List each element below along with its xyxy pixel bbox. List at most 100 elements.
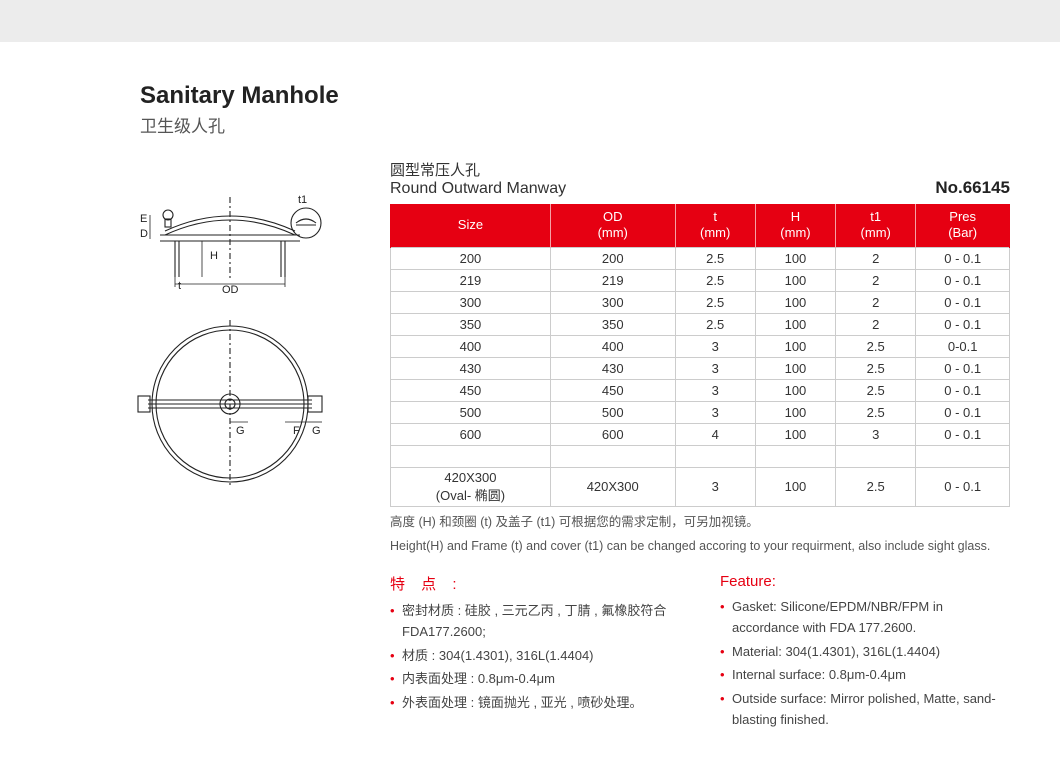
dim-D: D: [140, 228, 148, 240]
part-number: No.66145: [935, 178, 1010, 198]
table-cell: 400: [550, 335, 675, 357]
table-cell: 3: [675, 335, 755, 357]
table-row: [391, 445, 1010, 467]
table-cell: 350: [550, 313, 675, 335]
table-cell: 2: [836, 313, 916, 335]
table-header: SizeOD(mm)t(mm)H(mm)t1(mm)Pres(Bar): [391, 204, 1010, 247]
table-cell: 2.5: [675, 291, 755, 313]
table-cell: 200: [391, 247, 551, 269]
table-col-header: Size: [391, 204, 551, 247]
table-cell: 100: [755, 335, 835, 357]
table-row: 420X300(Oval- 椭圆)420X30031002.50 - 0.1: [391, 467, 1010, 506]
table-row: 3003002.510020 - 0.1: [391, 291, 1010, 313]
subtitle-row: 圆型常压人孔 Round Outward Manway No.66145: [390, 159, 1010, 198]
table-row: 45045031002.50 - 0.1: [391, 379, 1010, 401]
table-cell: 0 - 0.1: [916, 269, 1010, 291]
table-cell: 3: [675, 379, 755, 401]
diagram-side-view: E D H t OD t1: [130, 189, 330, 289]
table-cell: [755, 445, 835, 467]
table-cell: 350: [391, 313, 551, 335]
table-cell: 0 - 0.1: [916, 467, 1010, 506]
table-cell: 0 - 0.1: [916, 423, 1010, 445]
table-cell: 2.5: [836, 335, 916, 357]
dim-t: t: [178, 280, 181, 292]
table-cell: 500: [391, 401, 551, 423]
table-col-header: Pres(Bar): [916, 204, 1010, 247]
table-cell: [391, 445, 551, 467]
feature-item: 密封材质 : 硅胶 , 三元乙丙 , 丁腈 , 氟橡胶符合 FDA177.260…: [390, 600, 680, 643]
table-col-header: t(mm): [675, 204, 755, 247]
table-cell: 2: [836, 247, 916, 269]
table-cell: 2.5: [836, 379, 916, 401]
table-row: 50050031002.50 - 0.1: [391, 401, 1010, 423]
features-title-cn: 特 点 :: [390, 573, 680, 594]
table-cell: 200: [550, 247, 675, 269]
table-cell: 3: [836, 423, 916, 445]
table-cell: 450: [391, 379, 551, 401]
table-cell: 3: [675, 467, 755, 506]
dim-H: H: [210, 250, 218, 262]
features-cn: 特 点 : 密封材质 : 硅胶 , 三元乙丙 , 丁腈 , 氟橡胶符合 FDA1…: [390, 573, 680, 733]
feature-item: Gasket: Silicone/EPDM/NBR/FPM in accorda…: [720, 596, 1010, 639]
table-cell: 500: [550, 401, 675, 423]
table-cell: 2.5: [675, 247, 755, 269]
table-row: 43043031002.50 - 0.1: [391, 357, 1010, 379]
table-cell: [675, 445, 755, 467]
table-cell: 2.5: [675, 269, 755, 291]
table-cell: 430: [391, 357, 551, 379]
table-body: 2002002.510020 - 0.12192192.510020 - 0.1…: [391, 247, 1010, 506]
table-cell: 100: [755, 269, 835, 291]
dim-F: F: [293, 425, 300, 437]
spec-column: 圆型常压人孔 Round Outward Manway No.66145 Siz…: [390, 159, 1010, 732]
table-col-header: t1(mm): [836, 204, 916, 247]
table-cell: [836, 445, 916, 467]
table-cell: 219: [391, 269, 551, 291]
dim-E: E: [140, 213, 147, 225]
table-cell: 100: [755, 291, 835, 313]
spec-table: SizeOD(mm)t(mm)H(mm)t1(mm)Pres(Bar) 2002…: [390, 204, 1010, 507]
table-cell: 2: [836, 269, 916, 291]
table-cell: 100: [755, 247, 835, 269]
table-row: 3503502.510020 - 0.1: [391, 313, 1010, 335]
dim-t1: t1: [298, 194, 307, 206]
table-col-header: H(mm): [755, 204, 835, 247]
table-cell: 2.5: [675, 313, 755, 335]
table-cell: 4: [675, 423, 755, 445]
table-cell: 450: [550, 379, 675, 401]
table-cell: 2.5: [836, 401, 916, 423]
table-cell: 0 - 0.1: [916, 291, 1010, 313]
subtitle-cn: 圆型常压人孔: [390, 159, 566, 180]
table-cell: 430: [550, 357, 675, 379]
table-row: 2192192.510020 - 0.1: [391, 269, 1010, 291]
table-note-en: Height(H) and Frame (t) and cover (t1) c…: [390, 537, 1010, 555]
page-title-en: Sanitary Manhole: [140, 82, 1010, 110]
table-cell: 600: [391, 423, 551, 445]
table-cell: 0 - 0.1: [916, 401, 1010, 423]
table-cell: 100: [755, 357, 835, 379]
table-cell: 100: [755, 467, 835, 506]
table-cell: [916, 445, 1010, 467]
table-cell: 100: [755, 313, 835, 335]
table-cell: 400: [391, 335, 551, 357]
table-cell: 219: [550, 269, 675, 291]
table-cell: 300: [550, 291, 675, 313]
table-cell: 300: [391, 291, 551, 313]
table-cell: 0 - 0.1: [916, 313, 1010, 335]
feature-item: Outside surface: Mirror polished, Matte,…: [720, 688, 1010, 731]
page-content: Sanitary Manhole 卫生级人孔: [0, 42, 1060, 752]
dim-OD: OD: [222, 284, 239, 296]
table-cell: [550, 445, 675, 467]
table-cell: 3: [675, 357, 755, 379]
table-cell: 600: [550, 423, 675, 445]
features-row: 特 点 : 密封材质 : 硅胶 , 三元乙丙 , 丁腈 , 氟橡胶符合 FDA1…: [390, 573, 1010, 733]
table-cell: 2.5: [836, 357, 916, 379]
main-row: E D H t OD t1: [140, 159, 1010, 732]
table-col-header: OD(mm): [550, 204, 675, 247]
table-note-cn: 高度 (H) 和颈圈 (t) 及盖子 (t1) 可根据您的需求定制，可另加视镜。: [390, 513, 1010, 531]
table-cell: 0 - 0.1: [916, 379, 1010, 401]
table-cell: 100: [755, 423, 835, 445]
table-cell: 0-0.1: [916, 335, 1010, 357]
feature-item: 外表面处理 : 镜面抛光 , 亚光 , 喷砂处理。: [390, 692, 680, 713]
table-row: 600600410030 - 0.1: [391, 423, 1010, 445]
subtitle-en: Round Outward Manway: [390, 180, 566, 198]
